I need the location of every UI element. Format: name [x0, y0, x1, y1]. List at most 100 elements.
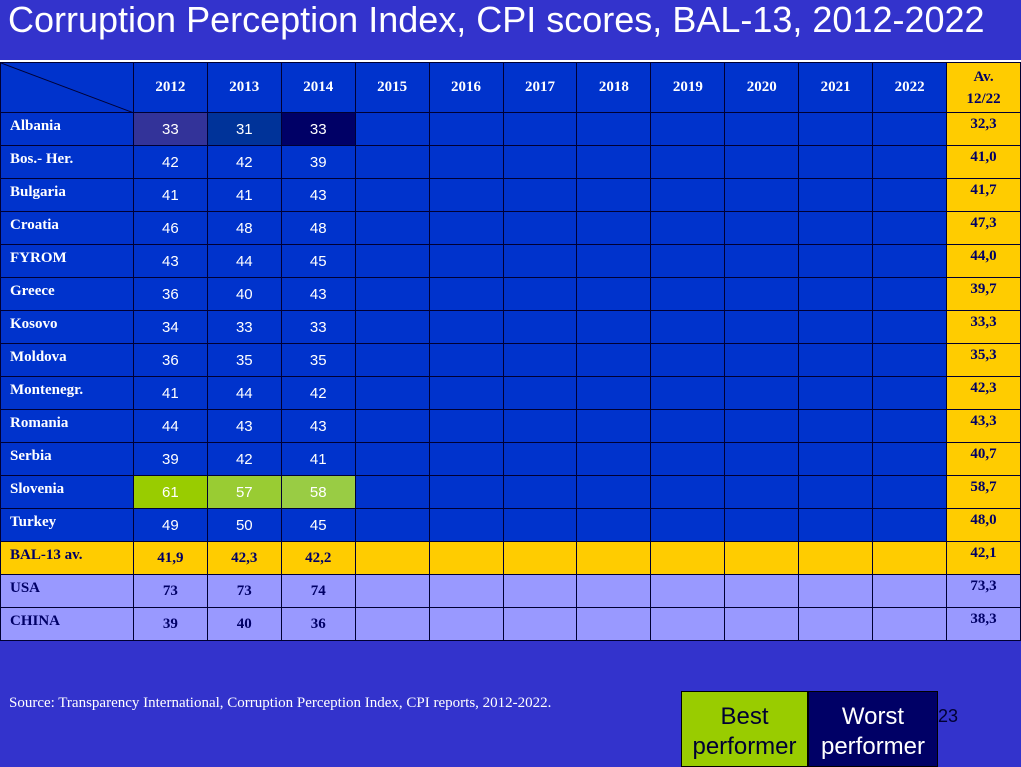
table-row: Bos.- Her. 42 42 39 41,0 [0, 145, 1021, 179]
country-cell: Bulgaria [0, 178, 134, 212]
score-cell [428, 442, 504, 476]
average-cell: 47,3 [946, 211, 1021, 245]
score-cell [650, 541, 726, 575]
score-cell [798, 310, 874, 344]
score-cell [354, 277, 430, 311]
score-cell: 43 [280, 277, 356, 311]
legend-best-performer: Best performer [681, 691, 808, 767]
score-cell [798, 145, 874, 179]
score-cell: 33 [280, 310, 356, 344]
country-cell: Romania [0, 409, 134, 443]
score-cell [428, 607, 504, 641]
score-cell: 43 [280, 178, 356, 212]
score-cell [650, 211, 726, 245]
average-cell: 32,3 [946, 112, 1021, 146]
score-cell [502, 508, 578, 542]
score-cell [650, 574, 726, 608]
score-cell [872, 442, 948, 476]
score-cell [650, 442, 726, 476]
score-cell [354, 211, 430, 245]
score-cell [576, 178, 652, 212]
score-cell: 41,9 [132, 541, 208, 575]
score-cell [650, 112, 726, 146]
score-cell [354, 475, 430, 509]
score-cell: 42 [132, 145, 208, 179]
score-cell [502, 607, 578, 641]
score-cell [502, 244, 578, 278]
score-cell: 58 [280, 475, 356, 509]
score-cell [354, 442, 430, 476]
score-cell [354, 574, 430, 608]
score-cell [428, 310, 504, 344]
score-cell [872, 112, 948, 146]
score-cell: 73 [206, 574, 282, 608]
year-header-2012: 2012 [132, 62, 208, 113]
score-cell [724, 310, 800, 344]
score-cell: 41 [206, 178, 282, 212]
score-cell [354, 343, 430, 377]
diagonal-line-icon [1, 63, 132, 112]
score-cell: 39 [132, 442, 208, 476]
year-header-2016: 2016 [428, 62, 504, 113]
country-cell: BAL-13 av. [0, 541, 134, 575]
year-header-2021: 2021 [798, 62, 874, 113]
score-cell [428, 541, 504, 575]
score-cell: 35 [206, 343, 282, 377]
score-cell [872, 607, 948, 641]
legend-worst-line1: Worst [841, 703, 905, 730]
legend-best-line2: performer [692, 733, 797, 760]
score-cell: 36 [280, 607, 356, 641]
score-cell: 36 [132, 343, 208, 377]
score-cell: 42 [206, 442, 282, 476]
score-cell [650, 475, 726, 509]
score-cell [428, 277, 504, 311]
score-cell [354, 376, 430, 410]
score-cell [428, 145, 504, 179]
score-cell [798, 541, 874, 575]
score-cell [798, 574, 874, 608]
year-header-2019: 2019 [650, 62, 726, 113]
score-cell [428, 508, 504, 542]
score-cell: 40 [206, 607, 282, 641]
country-cell: Montenegr. [0, 376, 134, 410]
score-cell [576, 574, 652, 608]
title-divider [0, 60, 1021, 62]
score-cell: 33 [132, 112, 208, 146]
score-cell: 74 [280, 574, 356, 608]
score-cell: 44 [206, 376, 282, 410]
score-cell: 42,3 [206, 541, 282, 575]
country-cell: Croatia [0, 211, 134, 245]
score-cell [724, 442, 800, 476]
avg-header-line1: Av. [973, 68, 994, 85]
table-row: Slovenia 61 57 58 58,7 [0, 475, 1021, 509]
score-cell [724, 211, 800, 245]
score-cell [724, 409, 800, 443]
score-cell [798, 244, 874, 278]
score-cell: 42,2 [280, 541, 356, 575]
source-note: Source: Transparency International, Corr… [9, 695, 552, 711]
score-cell [576, 508, 652, 542]
table-row: Croatia 46 48 48 47,3 [0, 211, 1021, 245]
score-cell: 39 [280, 145, 356, 179]
score-cell: 42 [206, 145, 282, 179]
table-row: Albania 33 31 33 32,3 [0, 112, 1021, 146]
score-cell [428, 178, 504, 212]
average-cell: 58,7 [946, 475, 1021, 509]
score-cell [724, 607, 800, 641]
country-cell: CHINA [0, 607, 134, 641]
average-cell: 48,0 [946, 508, 1021, 542]
score-cell [428, 343, 504, 377]
score-cell [872, 574, 948, 608]
score-cell [798, 607, 874, 641]
score-cell: 31 [206, 112, 282, 146]
score-cell [724, 244, 800, 278]
country-cell: Bos.- Her. [0, 145, 134, 179]
score-cell [576, 442, 652, 476]
country-cell: Greece [0, 277, 134, 311]
average-cell: 39,7 [946, 277, 1021, 311]
score-cell: 57 [206, 475, 282, 509]
score-cell: 49 [132, 508, 208, 542]
score-cell: 44 [132, 409, 208, 443]
score-cell: 43 [132, 244, 208, 278]
score-cell: 43 [280, 409, 356, 443]
